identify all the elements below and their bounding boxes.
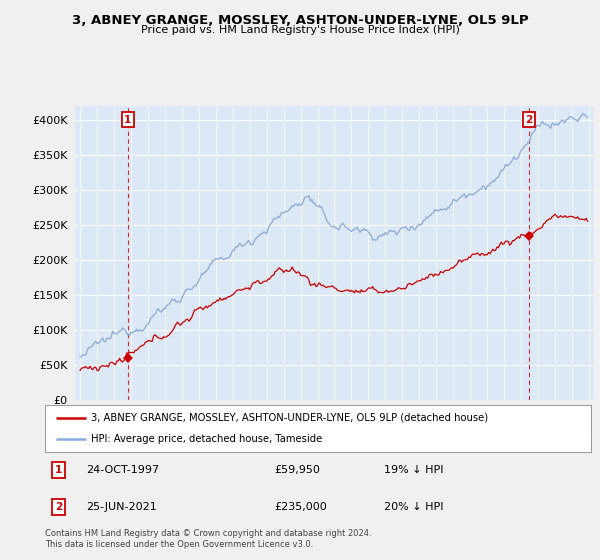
Text: 19% ↓ HPI: 19% ↓ HPI [383, 465, 443, 475]
Text: 24-OCT-1997: 24-OCT-1997 [86, 465, 159, 475]
Text: Contains HM Land Registry data © Crown copyright and database right 2024.
This d: Contains HM Land Registry data © Crown c… [45, 529, 371, 549]
Text: 1: 1 [55, 465, 62, 475]
Text: 3, ABNEY GRANGE, MOSSLEY, ASHTON-UNDER-LYNE, OL5 9LP: 3, ABNEY GRANGE, MOSSLEY, ASHTON-UNDER-L… [71, 14, 529, 27]
Text: Price paid vs. HM Land Registry's House Price Index (HPI): Price paid vs. HM Land Registry's House … [140, 25, 460, 35]
Text: 25-JUN-2021: 25-JUN-2021 [86, 502, 157, 512]
Text: 1: 1 [124, 115, 131, 125]
Text: £235,000: £235,000 [274, 502, 327, 512]
Text: 2: 2 [526, 115, 533, 125]
Text: 2: 2 [55, 502, 62, 512]
Text: £59,950: £59,950 [274, 465, 320, 475]
Text: 3, ABNEY GRANGE, MOSSLEY, ASHTON-UNDER-LYNE, OL5 9LP (detached house): 3, ABNEY GRANGE, MOSSLEY, ASHTON-UNDER-L… [91, 413, 488, 423]
Text: HPI: Average price, detached house, Tameside: HPI: Average price, detached house, Tame… [91, 435, 323, 445]
Text: 20% ↓ HPI: 20% ↓ HPI [383, 502, 443, 512]
